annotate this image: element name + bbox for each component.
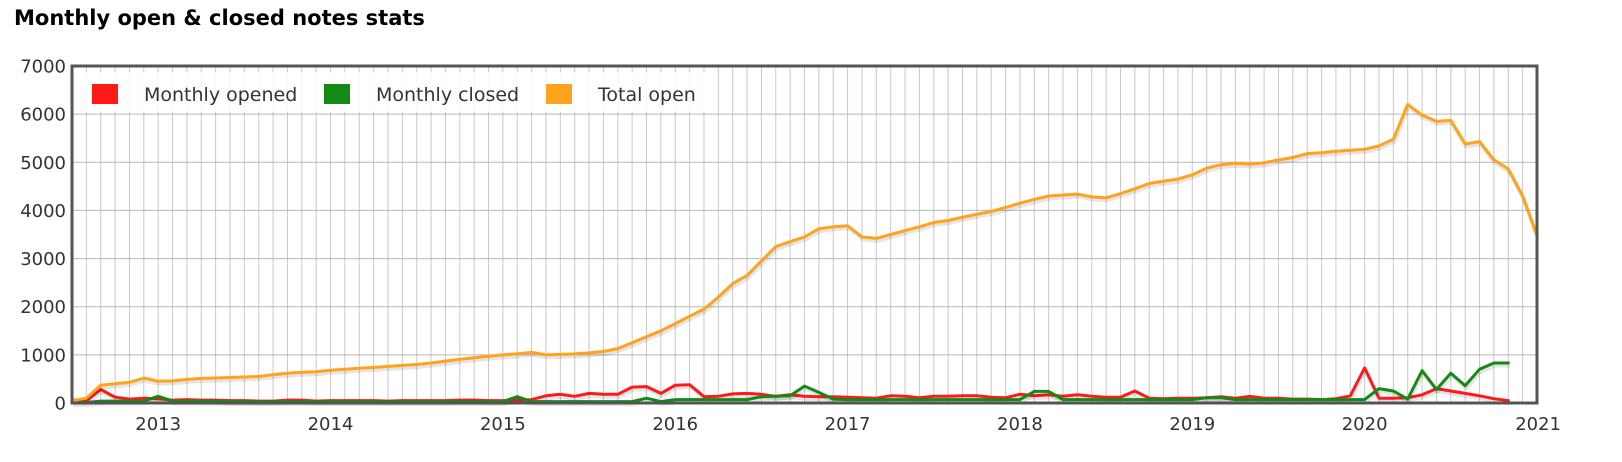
- x-tick-label: 2019: [1169, 414, 1215, 435]
- x-tick-label: 2014: [308, 414, 354, 435]
- grid-lines: [71, 65, 1538, 404]
- y-tick-label: 6000: [20, 105, 66, 126]
- legend-swatch-2: [546, 84, 572, 104]
- legend-swatch-0: [92, 84, 118, 104]
- x-tick-label: 2021: [1515, 414, 1561, 435]
- plot-frame: [70, 64, 1539, 405]
- x-tick-label: 2016: [652, 414, 698, 435]
- series-line-2: [70, 103, 1539, 403]
- series-shadow-2: [72, 105, 1540, 406]
- y-tick-label: 3000: [20, 249, 66, 270]
- legend-label-2: Total open: [597, 84, 696, 106]
- legend-label-0: Monthly opened: [144, 84, 297, 106]
- y-tick-label: 5000: [20, 153, 66, 174]
- x-tick-label: 2020: [1342, 414, 1388, 435]
- y-axis-ticks: 0 1000 2000 3000 4000 5000 6000 7000: [20, 57, 66, 415]
- legend-label-1: Monthly closed: [376, 84, 519, 106]
- y-tick-label: 2000: [20, 297, 66, 318]
- legend-background: [78, 72, 712, 112]
- y-tick-label: 4000: [20, 201, 66, 222]
- legend-swatch-1: [324, 84, 350, 104]
- x-tick-label: 2017: [825, 414, 871, 435]
- x-tick-label: 2018: [997, 414, 1043, 435]
- legend: Monthly opened Monthly closed Total open: [78, 72, 712, 112]
- chart-title: Monthly open & closed notes stats: [14, 6, 425, 30]
- y-tick-label: 0: [55, 394, 66, 415]
- y-tick-label: 7000: [20, 57, 66, 78]
- x-axis-ticks: 2013 2014 2015 2016 2017 2018 2019 2020 2021: [135, 414, 1561, 435]
- y-tick-label: 1000: [20, 345, 66, 366]
- x-tick-label: 2013: [135, 414, 181, 435]
- x-tick-label: 2015: [480, 414, 526, 435]
